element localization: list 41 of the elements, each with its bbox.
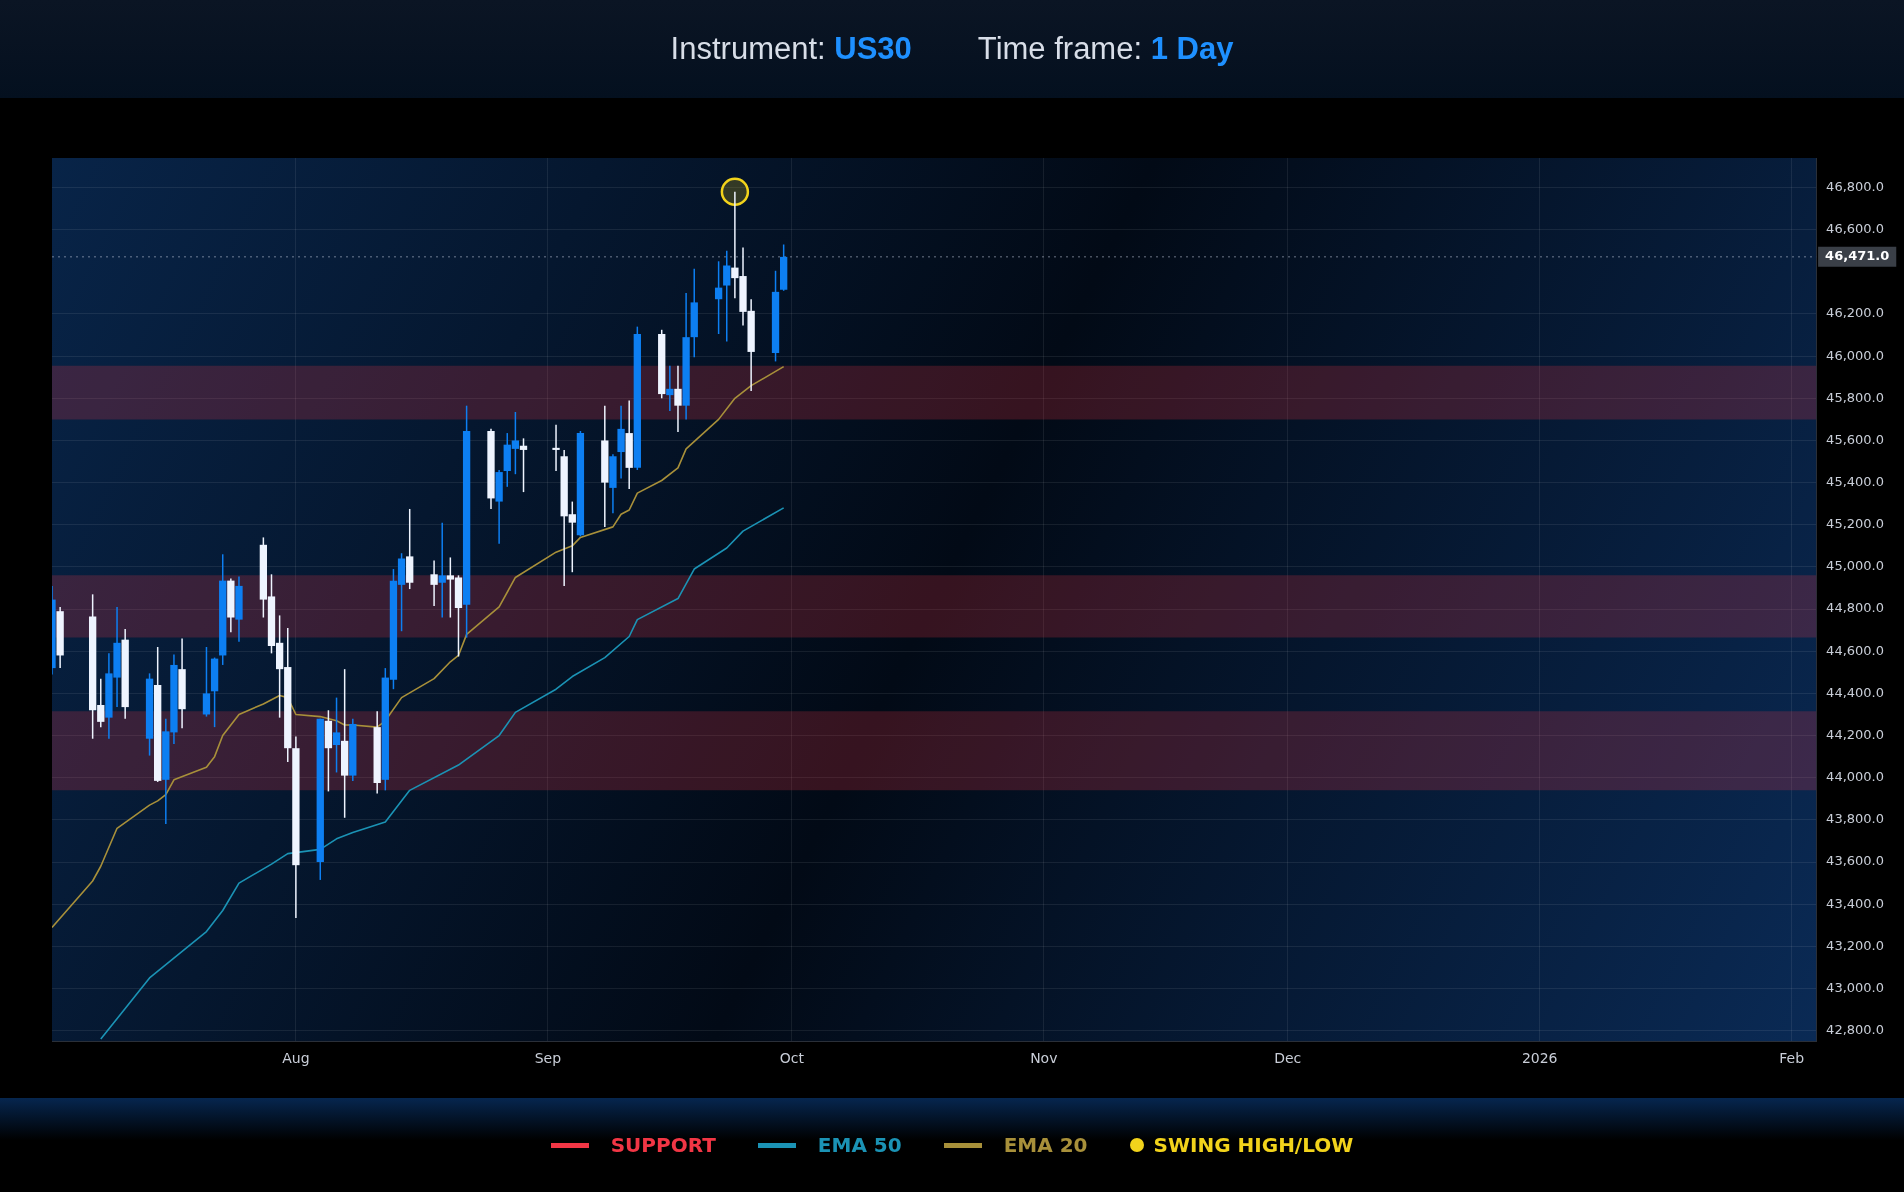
- candlestick: [723, 250, 731, 342]
- x-tick-label: Dec: [1274, 1050, 1302, 1067]
- y-tick-label: 43,200.0: [1826, 937, 1884, 953]
- y-tick-label: 43,000.0: [1826, 979, 1884, 995]
- y-tick-label: 43,600.0: [1826, 853, 1884, 869]
- y-tick-label: 45,200.0: [1826, 516, 1884, 532]
- y-tick-label: 44,600.0: [1826, 642, 1884, 658]
- y-tick-label: 46,600.0: [1826, 221, 1884, 237]
- ref-line-label: 46,471.0: [1825, 248, 1890, 264]
- y-tick-label: 44,000.0: [1826, 769, 1884, 785]
- y-tick-label: 45,600.0: [1826, 431, 1884, 447]
- candlestick: [438, 522, 446, 618]
- y-tick-label: 46,200.0: [1826, 305, 1884, 321]
- x-tick-label: Oct: [779, 1050, 805, 1067]
- y-tick-label: 46,000.0: [1826, 347, 1884, 363]
- legend-label: SUPPORT: [610, 1133, 716, 1157]
- chart-title: Instrument: US30: [670, 31, 912, 67]
- legend-label: EMA 20: [1003, 1133, 1088, 1157]
- y-tick-label: 44,400.0: [1826, 684, 1884, 700]
- x-tick-label: Feb: [1779, 1050, 1805, 1067]
- candlestick: [430, 560, 438, 606]
- y-tick-label: 43,800.0: [1826, 811, 1884, 827]
- x-tick-label: Aug: [282, 1050, 310, 1067]
- candlestick: [666, 365, 674, 411]
- chart-subtitle: Time frame: 1 Day: [977, 31, 1234, 67]
- y-tick-label: 44,200.0: [1826, 726, 1884, 742]
- candlestick: [617, 405, 625, 479]
- y-tick-label: 42,800.0: [1826, 1022, 1884, 1038]
- legend-label: EMA 50: [817, 1133, 902, 1157]
- x-tick-label: Nov: [1030, 1050, 1058, 1067]
- y-tick-label: 44,800.0: [1826, 600, 1884, 616]
- x-tick-label: 2026: [1521, 1050, 1558, 1067]
- y-tick-label: 45,800.0: [1826, 389, 1884, 405]
- legend-label: SWING HIGH/LOW: [1153, 1133, 1354, 1157]
- x-tick-label: Sep: [534, 1050, 562, 1067]
- candlestick: [674, 365, 682, 433]
- y-tick-label: 45,000.0: [1826, 558, 1884, 574]
- y-tick-label: 45,400.0: [1826, 473, 1884, 489]
- y-tick-label: 46,800.0: [1826, 178, 1884, 194]
- y-tick-label: 43,400.0: [1826, 895, 1884, 911]
- candlestick: [552, 424, 560, 472]
